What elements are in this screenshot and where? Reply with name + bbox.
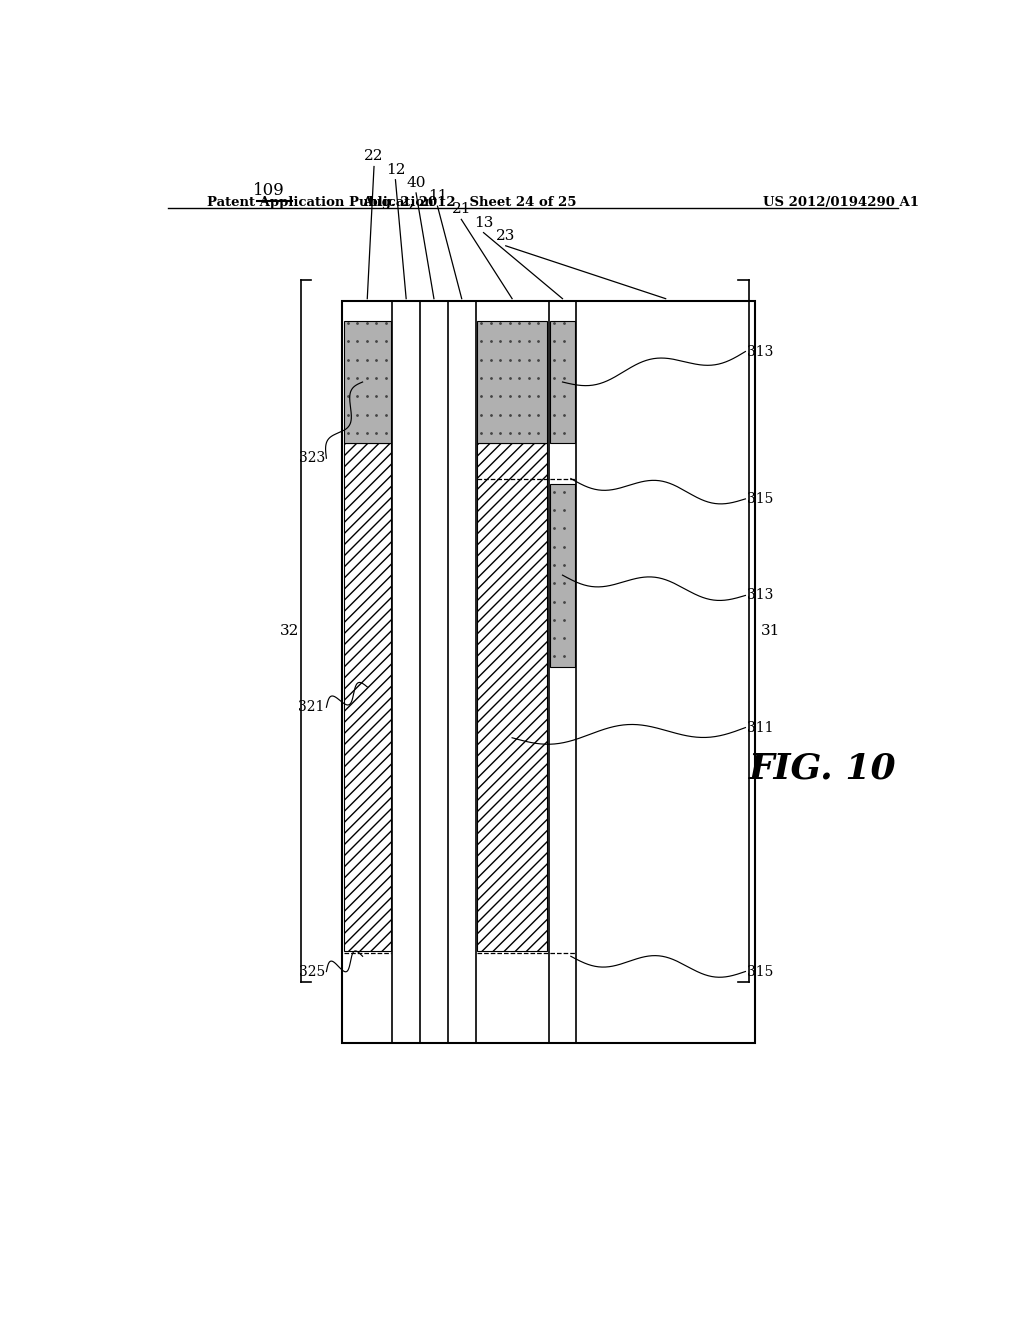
- Text: 315: 315: [748, 492, 773, 506]
- Text: 23: 23: [496, 228, 515, 243]
- Text: 109: 109: [253, 182, 285, 199]
- Text: 313: 313: [748, 589, 773, 602]
- Text: 32: 32: [280, 624, 299, 638]
- Bar: [344, 444, 391, 952]
- Text: US 2012/0194290 A1: US 2012/0194290 A1: [763, 195, 919, 209]
- Bar: [550, 483, 574, 667]
- Text: 313: 313: [748, 345, 773, 359]
- Text: 323: 323: [299, 451, 325, 465]
- Bar: [342, 301, 755, 1043]
- Text: 311: 311: [748, 721, 773, 735]
- Text: FIG. 10: FIG. 10: [749, 751, 896, 785]
- Bar: [550, 321, 574, 444]
- Text: 22: 22: [365, 149, 384, 164]
- Bar: [477, 444, 547, 952]
- Text: 12: 12: [386, 162, 406, 177]
- Text: 40: 40: [407, 176, 426, 190]
- Text: 325: 325: [299, 965, 325, 978]
- Text: 321: 321: [298, 700, 325, 714]
- Text: Aug. 2, 2012   Sheet 24 of 25: Aug. 2, 2012 Sheet 24 of 25: [362, 195, 577, 209]
- Text: 31: 31: [761, 624, 780, 638]
- Text: 13: 13: [474, 215, 494, 230]
- Text: 11: 11: [428, 189, 447, 203]
- Bar: [344, 321, 391, 444]
- Bar: [477, 321, 547, 444]
- Text: 21: 21: [452, 202, 471, 216]
- Text: Patent Application Publication: Patent Application Publication: [207, 195, 434, 209]
- Text: 315: 315: [748, 965, 773, 978]
